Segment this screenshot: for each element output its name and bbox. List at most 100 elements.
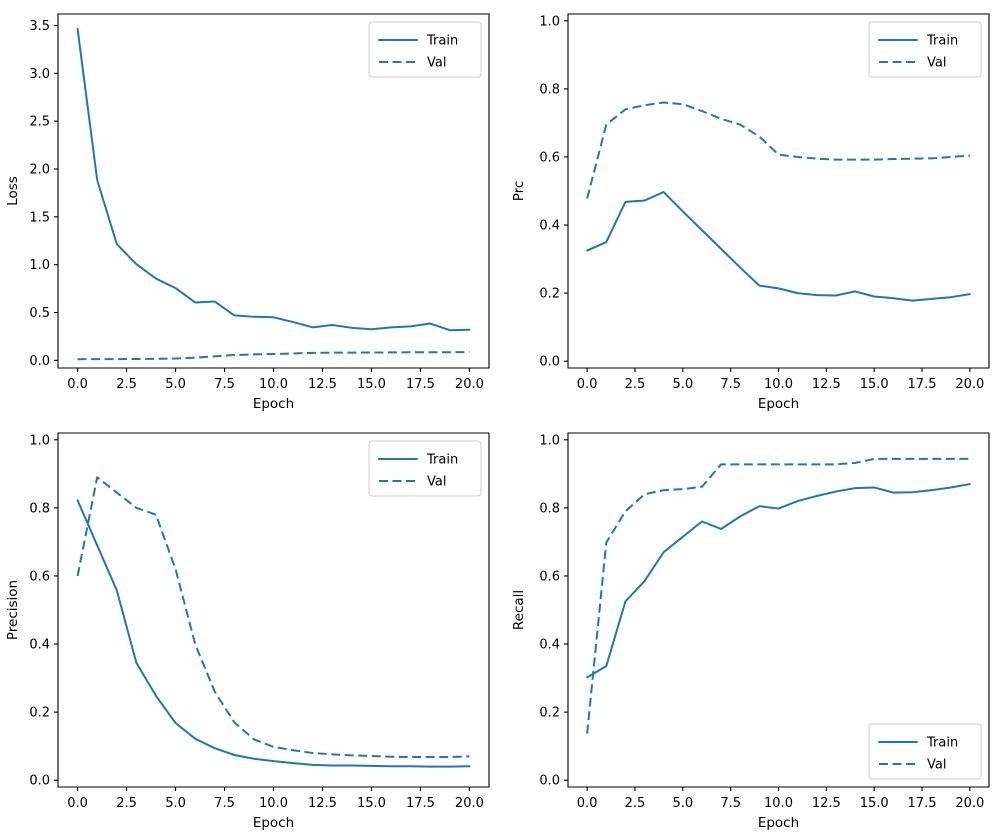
- series-line-train: [76, 27, 471, 332]
- y-tick-label: 1.0: [29, 258, 50, 273]
- y-tick-label: 2.0: [29, 162, 50, 177]
- y-tick-label: 0.4: [539, 219, 560, 234]
- y-tick-label: 1.0: [539, 433, 560, 448]
- x-tick-label: 12.5: [308, 377, 337, 392]
- x-tick-label: 7.5: [720, 796, 741, 811]
- y-axis-label: Loss: [5, 176, 21, 206]
- x-tick-label: 5.0: [672, 377, 693, 392]
- subplot-recall: 0.0 2.5 5.0 7.5 10.0 12.5 15.0 17.5 20.0 0.0 0.2 0.…: [500, 419, 1001, 838]
- x-tick-label: 2.5: [116, 796, 137, 811]
- y-tick-label: 0.6: [539, 569, 560, 584]
- plot-frame: [567, 13, 990, 369]
- x-tick-label: 2.5: [625, 796, 646, 811]
- legend: Train Val: [868, 21, 982, 78]
- series-line-val: [76, 476, 470, 759]
- legend-label-train: Train: [926, 34, 958, 49]
- x-tick-label: 0.0: [577, 377, 598, 392]
- series-line-train: [586, 191, 971, 302]
- x-tick-label: 10.0: [764, 377, 793, 392]
- y-tick-label: 0.5: [29, 306, 50, 321]
- y-tick-label: 0.8: [539, 501, 560, 516]
- x-tick-label: 17.5: [908, 796, 937, 811]
- plot-frame: [57, 432, 490, 788]
- subplot-prc: 0.0 2.5 5.0 7.5 10.0 12.5 15.0 17.5 20.0 0.0 0.2 0.…: [500, 0, 1001, 419]
- x-tick-label: 17.5: [406, 796, 435, 811]
- legend-label-val: Val: [927, 758, 946, 773]
- x-tick-label: 20.0: [955, 377, 984, 392]
- y-tick-label: 0.6: [539, 150, 560, 165]
- legend-label-val: Val: [927, 56, 946, 71]
- y-tick-label: 1.0: [29, 433, 50, 448]
- y-tick-label: 0.6: [29, 569, 50, 584]
- y-tick-label: 0.2: [29, 706, 50, 721]
- x-tick-label: 20.0: [955, 796, 984, 811]
- x-tick-label: 7.5: [720, 377, 741, 392]
- series-line-val: [586, 101, 970, 199]
- legend-label-val: Val: [427, 56, 446, 71]
- x-tick-label: 15.0: [357, 377, 386, 392]
- legend-label-train: Train: [426, 34, 458, 49]
- subplot-precision: 0.0 2.5 5.0 7.5 10.0 12.5 15.0 17.5 20.0 0.0 0.2 0.…: [0, 419, 500, 838]
- x-tick-label: 17.5: [908, 377, 937, 392]
- series-line-val: [77, 351, 470, 361]
- y-axis-label: Recall: [511, 590, 527, 630]
- legend: Train Val: [868, 723, 982, 780]
- x-tick-label: 20.0: [455, 377, 484, 392]
- y-tick-label: 0.8: [539, 82, 560, 97]
- legend-box: [368, 21, 482, 78]
- x-tick-label: 0.0: [67, 377, 88, 392]
- y-tick-label: 0.0: [539, 355, 560, 370]
- x-tick-label: 12.5: [812, 377, 841, 392]
- y-tick-label: 0.2: [539, 706, 560, 721]
- legend-label-val: Val: [427, 475, 446, 490]
- x-tick-label: 5.0: [672, 796, 693, 811]
- y-axis-label: Precision: [5, 580, 21, 640]
- x-tick-label: 10.0: [259, 377, 288, 392]
- x-tick-label: 7.5: [214, 377, 235, 392]
- series-line-train: [586, 483, 971, 679]
- x-axis-label: Epoch: [253, 815, 294, 831]
- x-tick-label: 7.5: [214, 796, 235, 811]
- legend-label-train: Train: [926, 736, 958, 751]
- x-tick-label: 20.0: [455, 796, 484, 811]
- y-tick-label: 0.2: [539, 287, 560, 302]
- series-line-train: [76, 499, 471, 768]
- plot-frame: [57, 13, 490, 369]
- x-tick-label: 5.0: [165, 796, 186, 811]
- x-tick-label: 2.5: [625, 377, 646, 392]
- y-tick-label: 0.8: [29, 501, 50, 516]
- y-tick-label: 0.4: [539, 638, 560, 653]
- y-tick-label: 2.5: [29, 115, 50, 130]
- x-tick-label: 17.5: [406, 377, 435, 392]
- subplot-loss: 0.0 2.5 5.0 7.5 10.0 12.5 15.0 17.5 20.0 0.0 0.5 1.…: [0, 0, 500, 419]
- x-tick-label: 10.0: [259, 796, 288, 811]
- y-tick-label: 0.0: [29, 774, 50, 789]
- y-axis-label: Prc: [511, 181, 527, 202]
- series-line-val: [586, 457, 970, 734]
- x-tick-label: 15.0: [860, 377, 889, 392]
- x-tick-label: 5.0: [165, 377, 186, 392]
- plot-frame: [567, 432, 990, 788]
- x-axis-label: Epoch: [758, 396, 799, 412]
- y-tick-label: 0.0: [29, 354, 50, 369]
- x-tick-label: 2.5: [116, 377, 137, 392]
- legend-box: [868, 21, 982, 78]
- x-axis-label: Epoch: [758, 815, 799, 831]
- x-tick-label: 15.0: [860, 796, 889, 811]
- y-tick-label: 3.5: [29, 19, 50, 34]
- y-tick-label: 3.0: [29, 67, 50, 82]
- x-tick-label: 0.0: [67, 796, 88, 811]
- y-tick-label: 0.4: [29, 638, 50, 653]
- legend-box: [868, 723, 982, 780]
- y-tick-label: 1.5: [29, 210, 50, 225]
- legend-label-train: Train: [426, 453, 458, 468]
- legend: Train Val: [368, 440, 482, 497]
- y-tick-label: 0.0: [539, 774, 560, 789]
- x-tick-label: 12.5: [812, 796, 841, 811]
- x-axis-label: Epoch: [253, 396, 294, 412]
- x-tick-label: 15.0: [357, 796, 386, 811]
- y-tick-label: 1.0: [539, 14, 560, 29]
- x-tick-label: 0.0: [577, 796, 598, 811]
- legend: Train Val: [368, 21, 482, 78]
